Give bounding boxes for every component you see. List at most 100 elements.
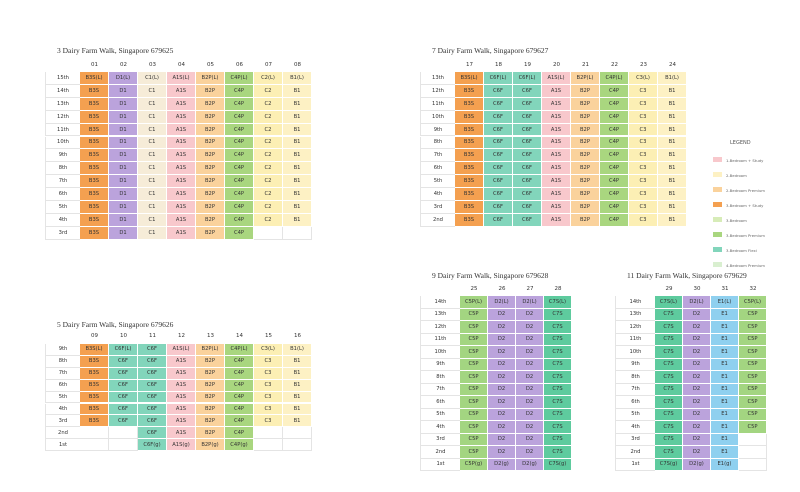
- unit-cell: B2P: [571, 188, 600, 201]
- unit-cell: A1S: [167, 123, 196, 137]
- unit-cell: C5P: [460, 346, 488, 359]
- unit-cell: C5P(L): [460, 296, 488, 309]
- floor-label: 7th: [615, 383, 655, 396]
- column-header: 13: [207, 333, 214, 339]
- unit-cell: B3S: [80, 213, 109, 227]
- unit-cell: C3: [629, 162, 658, 176]
- unit-cell: D2: [683, 421, 711, 434]
- unit-cell: C3: [254, 379, 283, 392]
- unit-cell: B2P: [196, 84, 225, 98]
- unit-cell: C5P: [460, 321, 488, 334]
- unit-cell: A1S: [167, 379, 196, 392]
- floor-label: 8th: [615, 371, 655, 384]
- floor-label: 5th: [45, 201, 80, 214]
- unit-cell: D2: [516, 383, 544, 396]
- unit-cell: D1: [109, 213, 138, 227]
- legend-swatch: [713, 262, 722, 267]
- unit-cell: C6F(L): [484, 72, 513, 85]
- unit-cell: B2P: [196, 201, 225, 214]
- unit-cell: C6F: [513, 123, 542, 137]
- unit-cell: C1: [138, 188, 167, 201]
- unit-cell: C7S: [655, 321, 683, 334]
- unit-cell: C1(L): [138, 72, 167, 85]
- unit-cell: C1: [138, 162, 167, 176]
- unit-cell: C7S: [544, 383, 572, 396]
- unit-cell: C4P: [225, 391, 254, 404]
- unit-cell: E1(L): [711, 296, 739, 309]
- unit-cell: D1: [109, 84, 138, 98]
- unit-cell: A1S(L): [542, 72, 571, 85]
- unit-cell: D2: [488, 433, 516, 446]
- unit-cell: C4P: [225, 201, 254, 214]
- unit-cell: A1S: [167, 427, 196, 440]
- floor-label: 1st: [615, 458, 655, 471]
- unit-cell: A1S: [167, 162, 196, 176]
- empty-cell: [283, 226, 312, 240]
- unit-cell: D2: [488, 396, 516, 409]
- unit-cell: C1: [138, 149, 167, 163]
- floor-label: 5th: [45, 391, 80, 404]
- floor-label: 2nd: [45, 427, 80, 440]
- unit-cell: B2P: [196, 403, 225, 416]
- floor-label: 10th: [420, 346, 460, 359]
- unit-cell: C6F: [138, 403, 167, 416]
- unit-cell: B3S: [80, 226, 109, 240]
- unit-cell: C6F: [484, 110, 513, 124]
- unit-cell: C4P: [225, 97, 254, 111]
- unit-cell: B1: [283, 84, 312, 98]
- column-header: 20: [553, 62, 560, 68]
- unit-cell: D1: [109, 136, 138, 150]
- unit-cell: C6F: [484, 136, 513, 150]
- unit-cell: C5P: [460, 408, 488, 421]
- unit-cell: A1S: [167, 355, 196, 368]
- unit-cell: C2: [254, 123, 283, 137]
- floor-label: 3rd: [45, 415, 80, 428]
- unit-cell: C5P: [460, 308, 488, 321]
- unit-cell: C5P: [739, 408, 767, 421]
- unit-cell: C7S: [544, 421, 572, 434]
- unit-cell: B2P: [196, 123, 225, 137]
- unit-cell: C4P: [600, 84, 629, 98]
- unit-cell: B3S: [455, 110, 484, 124]
- unit-cell: A1S: [167, 149, 196, 163]
- unit-cell: B1: [283, 188, 312, 201]
- unit-cell: C5P: [460, 371, 488, 384]
- unit-cell: D2(L): [516, 296, 544, 309]
- unit-cell: B2P: [196, 367, 225, 380]
- legend-label: 3-Bedroom Flexi: [726, 247, 757, 253]
- unit-cell: B2P: [196, 97, 225, 111]
- unit-cell: B1: [283, 213, 312, 227]
- floor-label: 3rd: [45, 226, 80, 240]
- unit-cell: B3S: [80, 123, 109, 137]
- unit-cell: C7S: [655, 396, 683, 409]
- unit-cell: C4P: [600, 123, 629, 137]
- unit-cell: B1: [283, 379, 312, 392]
- unit-cell: C7S(g): [655, 458, 683, 471]
- unit-cell: D2: [488, 446, 516, 459]
- unit-cell: C3: [629, 110, 658, 124]
- unit-cell: C2: [254, 110, 283, 124]
- unit-cell: C4P: [225, 403, 254, 416]
- unit-cell: D2(g): [683, 458, 711, 471]
- unit-cell: D2: [683, 358, 711, 371]
- unit-cell: C6F: [109, 415, 138, 428]
- unit-cell: D2: [488, 408, 516, 421]
- unit-cell: C3: [629, 201, 658, 214]
- unit-cell: D2: [488, 346, 516, 359]
- empty-cell: [283, 439, 312, 452]
- unit-cell: B2P: [571, 149, 600, 163]
- empty-cell: [109, 427, 138, 440]
- floor-label: 7th: [420, 383, 460, 396]
- unit-cell: B1: [658, 84, 687, 98]
- floor-label: 10th: [45, 136, 80, 150]
- unit-cell: B2P: [571, 136, 600, 150]
- unit-cell: C4P: [225, 355, 254, 368]
- unit-cell: D2: [683, 308, 711, 321]
- floor-label: 6th: [420, 396, 460, 409]
- unit-cell: D2: [488, 333, 516, 346]
- legend-swatch: [713, 202, 722, 207]
- unit-cell: B2P: [196, 162, 225, 176]
- unit-cell: B1: [283, 162, 312, 176]
- unit-cell: E1: [711, 308, 739, 321]
- unit-cell: A1S: [167, 175, 196, 189]
